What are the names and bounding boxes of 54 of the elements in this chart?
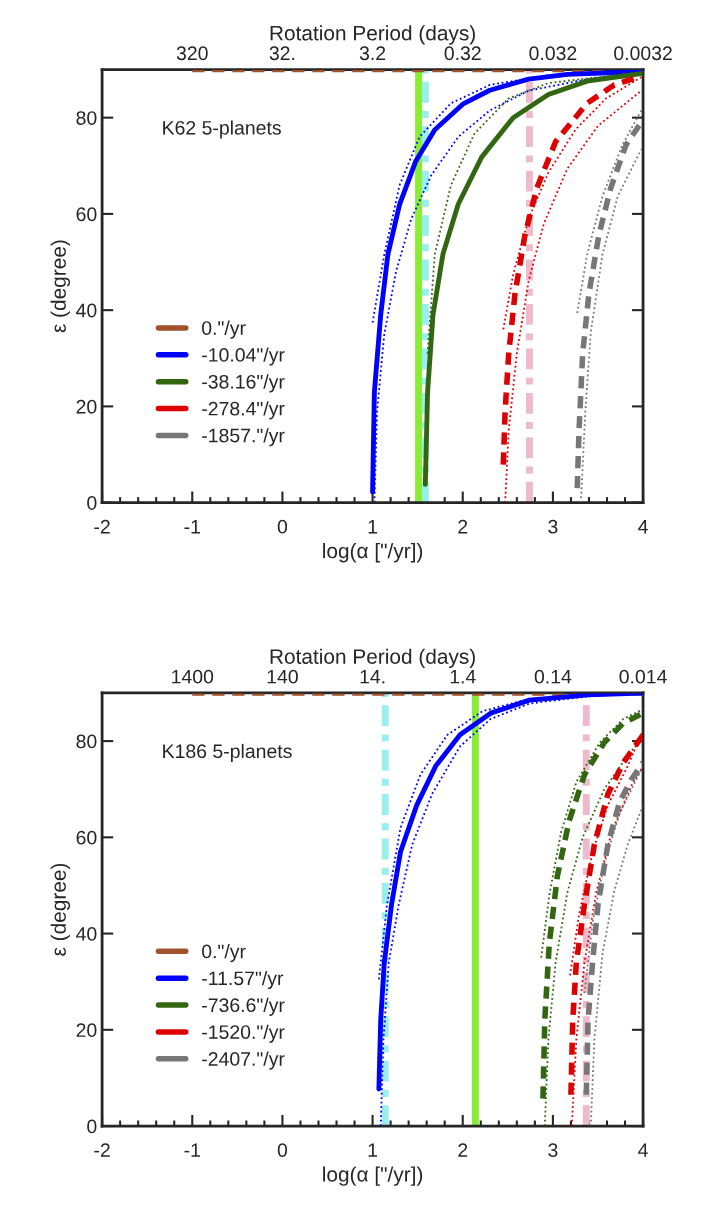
y-tick-label: 40: [76, 303, 97, 318]
y-tick-label: 60: [76, 830, 97, 845]
legend-label: -11.57"/yr: [202, 970, 284, 990]
x2-tick-label: 0.032: [529, 46, 577, 61]
y-axis-title: ε (degree): [50, 863, 71, 956]
x-tick-label: -2: [94, 1143, 110, 1157]
x2-axis-title: Rotation Period (days): [270, 25, 475, 45]
x2-tick-label: 0.14: [534, 669, 572, 684]
annotation: K186 5-planets: [163, 743, 292, 762]
y-tick-label: 0: [87, 496, 97, 510]
y-tick-label: 80: [76, 734, 97, 749]
x-axis-title: log(α ["/yr]): [323, 1166, 423, 1186]
x-tick-label: 4: [638, 520, 648, 534]
x-tick-label: 2: [458, 1143, 468, 1157]
x2-tick-label: 0.014: [619, 669, 667, 684]
y-tick-label: 20: [76, 1023, 97, 1038]
y-tick-label: 60: [76, 207, 97, 222]
x2-tick-label: 1400: [172, 669, 214, 684]
x2-tick-label: 0.32: [444, 46, 481, 61]
y-tick-label: 40: [76, 927, 97, 941]
x-axis-title: log(α ["/yr]): [323, 542, 423, 563]
legend-label: -1520."/yr: [202, 1024, 285, 1043]
x2-tick-label: 1.4: [450, 669, 476, 684]
legend-label: -10.04"/yr: [202, 347, 285, 366]
y-tick-label: 80: [76, 111, 97, 125]
y-axis-title: ε (degree): [50, 240, 71, 333]
x-tick-label: 0: [277, 1143, 288, 1158]
x2-axis-title: Rotation Period (days): [270, 648, 475, 669]
legend-label: -736.6"/yr: [202, 997, 285, 1016]
annotation: K62 5-planets: [163, 120, 281, 139]
x-tick-label: 4: [638, 1143, 648, 1157]
x-tick-label: 1: [368, 520, 378, 534]
x-tick-label: -1: [184, 1143, 200, 1157]
x-tick-label: 3: [548, 519, 558, 534]
x-tick-label: 3: [548, 1143, 558, 1158]
y-tick-label: 20: [76, 399, 97, 414]
x-tick-label: 2: [458, 519, 468, 534]
legend-label: 0."/yr: [202, 320, 246, 339]
x2-tick-label: 14.: [360, 669, 385, 684]
legend-label: 0."/yr: [202, 944, 246, 963]
x2-tick-label: 0.0032: [614, 46, 672, 61]
x-tick-label: 0: [277, 519, 288, 534]
y-tick-label: 0: [87, 1119, 97, 1134]
legend-label: -38.16"/yr: [202, 374, 285, 393]
legend-label: -1857."/yr: [202, 428, 285, 447]
x2-tick-label: 32.: [269, 46, 295, 61]
x-tick-label: -2: [94, 519, 110, 534]
x2-tick-label: 3.2: [359, 46, 386, 61]
legend-label: -278.4"/yr: [202, 401, 285, 420]
x2-tick-label: 140: [267, 669, 298, 684]
x2-tick-label: 320: [176, 46, 208, 61]
x-tick-label: -1: [184, 520, 200, 534]
x-tick-label: 1: [368, 1143, 378, 1157]
legend-label: -2407."/yr: [202, 1051, 285, 1070]
